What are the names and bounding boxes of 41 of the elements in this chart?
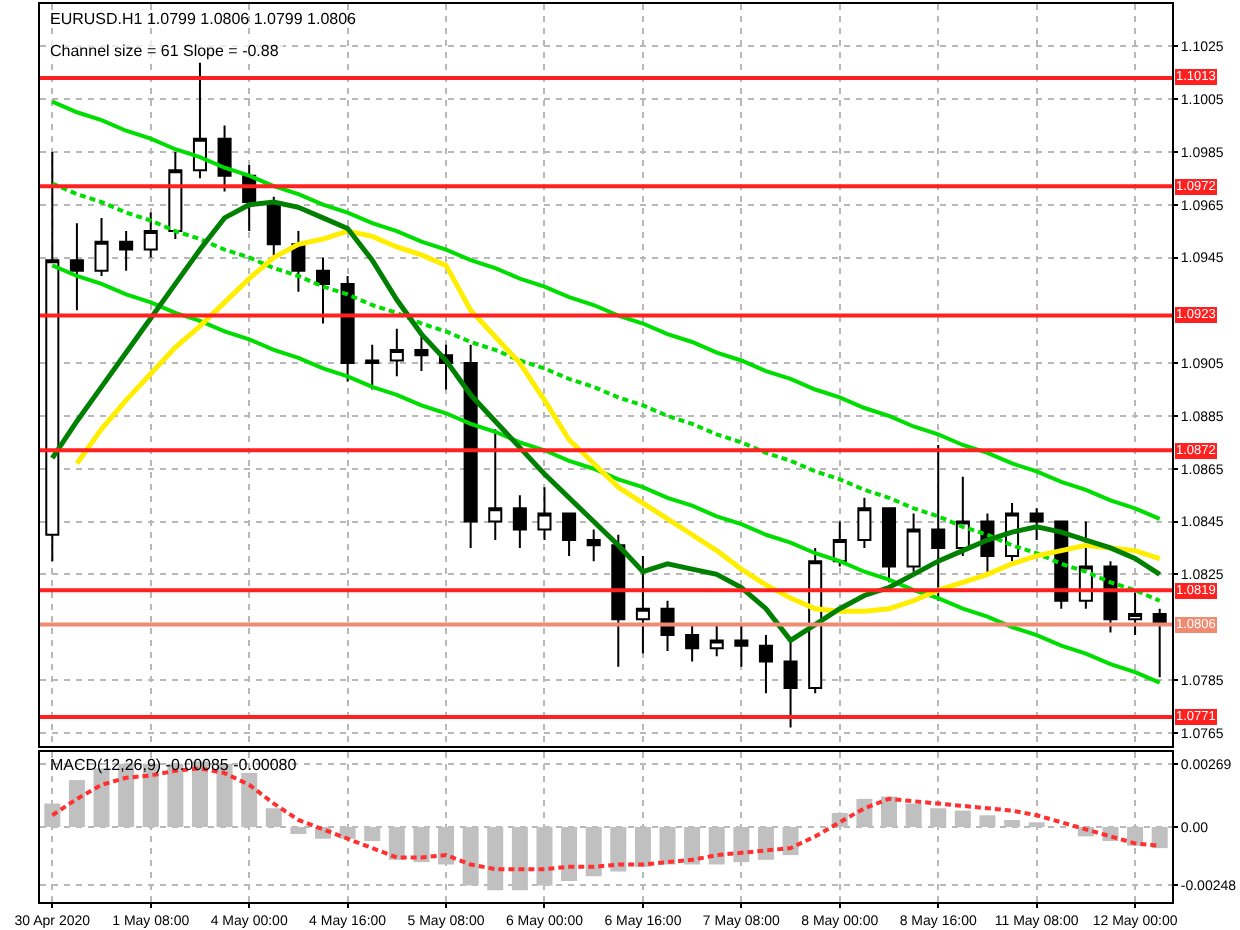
candlestick [143, 211, 158, 259]
candlestick [94, 216, 109, 277]
candlestick [389, 327, 404, 378]
candlestick [857, 496, 872, 549]
candlestick [832, 520, 847, 568]
candlestick [562, 512, 577, 557]
candlestick [586, 528, 601, 563]
candlestick [119, 230, 134, 272]
candlestick [1128, 591, 1143, 637]
candlestick [217, 124, 232, 193]
text: Channel size = 61 Slope = -0.88 [50, 42, 280, 60]
line-series [74, 228, 1163, 614]
candlestick [340, 274, 355, 383]
candlestick [315, 256, 331, 325]
candlestick [291, 230, 306, 293]
candlestick [881, 507, 897, 584]
candlestick [512, 494, 527, 549]
candlestick [488, 428, 503, 542]
candlestick [463, 343, 478, 549]
candlestick [635, 554, 650, 655]
candlestick [955, 475, 970, 557]
candlestick [783, 639, 798, 729]
candlestick [537, 486, 552, 542]
candlestick [69, 222, 84, 312]
line-series [50, 99, 1162, 521]
candlestick [414, 335, 429, 373]
candlestick [758, 634, 773, 695]
candlestick [1029, 507, 1044, 542]
chart-title: EURUSD.H1 1.0799 1.0806 1.0799 1.0806 [50, 10, 358, 28]
line-series [50, 263, 1162, 685]
candlestick [906, 512, 921, 573]
candlestick [266, 195, 281, 259]
candlestick [168, 150, 183, 241]
candlestick [611, 533, 626, 668]
candlestick [734, 623, 749, 668]
candlestick [365, 343, 380, 391]
candlestick [1152, 607, 1167, 679]
candlestick [709, 623, 724, 658]
chart-title: MACD(12,26,9) -0.00085 -0.00080 [50, 756, 298, 774]
candlestick [685, 623, 700, 663]
candlestick [931, 443, 946, 602]
